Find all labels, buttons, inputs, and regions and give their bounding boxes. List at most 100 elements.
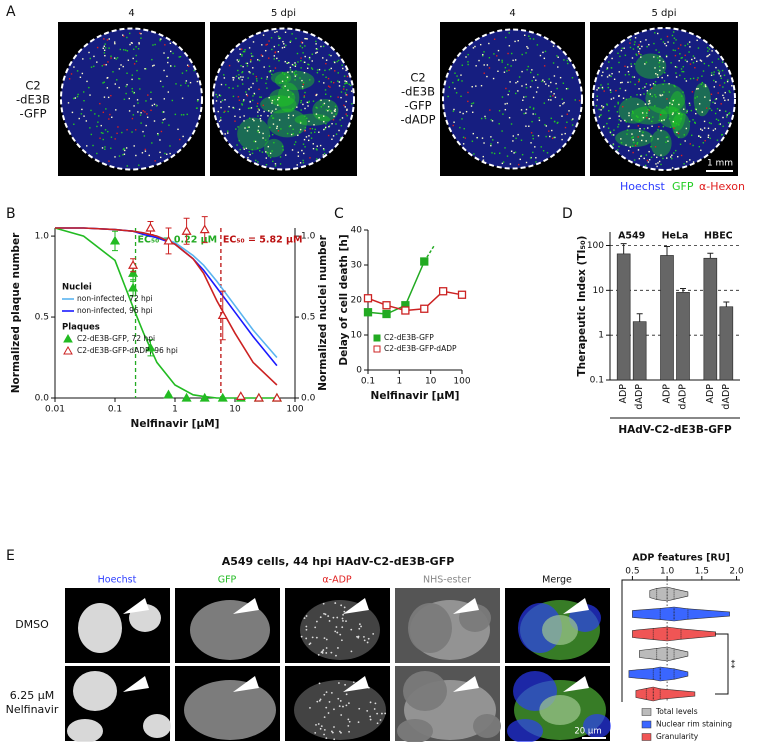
cell xyxy=(319,99,322,102)
cell xyxy=(523,96,525,98)
cell xyxy=(527,65,529,68)
cell xyxy=(661,94,664,96)
cell xyxy=(338,81,341,83)
cell xyxy=(692,61,695,64)
cell xyxy=(663,119,665,121)
cell xyxy=(306,38,308,40)
cell xyxy=(694,97,696,99)
x-tick-label: 100 xyxy=(453,377,470,387)
cell xyxy=(520,139,523,141)
cell xyxy=(116,132,118,135)
group-label: A549 xyxy=(618,231,645,242)
cell xyxy=(634,144,637,147)
cell xyxy=(93,65,95,68)
granule xyxy=(325,691,328,694)
cell xyxy=(682,70,685,73)
cell xyxy=(600,84,602,86)
cell xyxy=(658,160,661,163)
cell xyxy=(525,87,528,89)
cell xyxy=(716,108,719,110)
cell xyxy=(540,146,542,148)
cell xyxy=(316,145,318,147)
cell xyxy=(81,72,84,75)
cell xyxy=(243,99,245,101)
cell xyxy=(102,138,104,141)
cell xyxy=(620,138,622,140)
y-tick-label: 0 xyxy=(356,366,362,376)
cell xyxy=(101,65,104,67)
granule xyxy=(339,700,342,702)
cell xyxy=(261,151,264,153)
cell xyxy=(611,57,613,60)
cell xyxy=(613,78,616,80)
cell xyxy=(695,88,698,90)
cell xyxy=(328,99,331,102)
cell xyxy=(611,72,613,75)
cell xyxy=(181,97,184,99)
cell xyxy=(139,114,142,116)
cell xyxy=(514,40,516,43)
cell xyxy=(716,139,719,141)
x-tick-label: dADP xyxy=(721,384,732,410)
cell xyxy=(133,92,135,94)
cell xyxy=(644,86,646,88)
cell xyxy=(174,113,177,116)
cell xyxy=(673,122,675,124)
cell xyxy=(308,58,311,60)
cell xyxy=(685,127,688,130)
granule xyxy=(322,649,325,651)
cell xyxy=(277,35,280,38)
cell xyxy=(452,110,455,112)
cell xyxy=(647,127,649,129)
cell xyxy=(647,108,649,111)
cell xyxy=(524,34,526,36)
cell xyxy=(294,65,297,67)
cell xyxy=(312,100,315,102)
cell xyxy=(346,75,349,78)
cell xyxy=(696,60,698,63)
cell xyxy=(721,61,724,63)
cell xyxy=(322,45,325,48)
nucleus xyxy=(67,719,103,742)
cell xyxy=(238,78,241,80)
cell xyxy=(300,41,303,43)
cell xyxy=(618,119,621,121)
cell xyxy=(722,86,724,88)
cell xyxy=(621,47,623,50)
cell xyxy=(131,117,134,120)
cell xyxy=(697,47,700,49)
cell xyxy=(159,80,162,82)
cell xyxy=(632,48,635,50)
violin xyxy=(632,626,717,642)
cell xyxy=(559,105,561,107)
cell xyxy=(664,42,666,45)
panel-label: A xyxy=(6,4,16,20)
cell xyxy=(531,80,533,82)
cell xyxy=(678,112,680,115)
cell xyxy=(344,92,347,94)
cell xyxy=(277,98,279,101)
cell xyxy=(273,58,275,60)
cell xyxy=(695,108,697,111)
cell xyxy=(310,137,313,139)
panel-title: A549 cells, 44 hpi HAdV-C2-dE3B-GFP xyxy=(222,555,455,568)
cell xyxy=(472,47,475,49)
cell xyxy=(125,147,128,149)
granule xyxy=(369,701,372,704)
cell xyxy=(304,115,306,117)
cell xyxy=(115,58,117,60)
cell xyxy=(678,103,680,106)
cell xyxy=(323,82,325,84)
cell xyxy=(637,50,640,53)
cell xyxy=(715,66,717,69)
cell xyxy=(276,30,278,33)
cell xyxy=(459,111,461,113)
cell xyxy=(639,48,641,50)
cell xyxy=(531,120,533,123)
cell xyxy=(132,114,135,116)
cell xyxy=(521,70,523,73)
granule xyxy=(325,638,328,641)
granule xyxy=(325,737,328,740)
legend-label: non-infected, 96 hpi xyxy=(77,306,153,315)
cell xyxy=(167,91,170,93)
